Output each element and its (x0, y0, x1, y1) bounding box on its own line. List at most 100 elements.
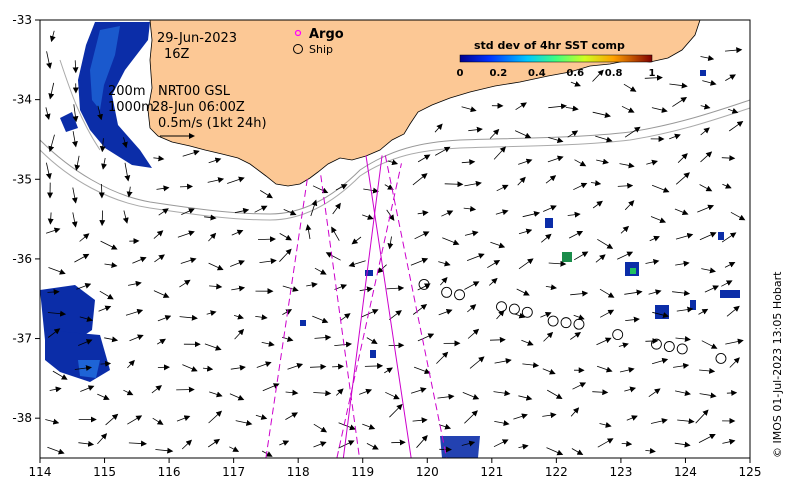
current-vector (312, 185, 329, 194)
current-vector (332, 363, 345, 370)
current-vector (417, 210, 429, 217)
y-tick-label: -38 (12, 411, 32, 425)
scale-label: 0.5m/s (1kt 24h) (158, 116, 267, 131)
current-vector (282, 309, 293, 315)
x-tick-label: 125 (739, 465, 762, 479)
current-vector (48, 267, 66, 275)
current-vector (651, 184, 670, 193)
current-vector (132, 256, 147, 264)
current-vector (624, 126, 641, 138)
current-vector (595, 254, 606, 263)
current-vector (127, 359, 135, 369)
current-vector (645, 447, 656, 454)
current-vector (123, 389, 134, 396)
current-vector (724, 47, 743, 54)
current-vector (45, 418, 60, 425)
x-tick-label: 118 (287, 465, 310, 479)
current-vector (620, 225, 630, 234)
current-vectors (44, 30, 746, 457)
current-vector (673, 362, 690, 369)
x-tick-label: 115 (93, 465, 116, 479)
current-vector (229, 446, 240, 452)
current-vector (570, 407, 580, 417)
current-vector (542, 368, 556, 375)
current-vector (700, 55, 715, 61)
current-vector (543, 205, 557, 212)
current-vector (208, 157, 222, 164)
current-vector (721, 232, 737, 243)
ship-positions (418, 278, 727, 364)
current-vector (97, 105, 103, 121)
current-vector (234, 207, 250, 214)
current-vector (702, 79, 717, 86)
current-vector (669, 133, 681, 140)
current-vector (565, 105, 579, 112)
current-vector (438, 260, 451, 267)
current-vector (704, 285, 720, 293)
current-vector (47, 310, 67, 317)
current-vector (726, 305, 740, 317)
current-vector (101, 157, 107, 170)
current-vector (104, 336, 119, 343)
current-vector (726, 389, 738, 396)
x-tick-label: 120 (416, 465, 439, 479)
current-vector (675, 335, 691, 342)
current-vector (125, 308, 144, 316)
colorbar-tick-label: 0.2 (490, 68, 508, 79)
current-vector (48, 82, 55, 100)
current-vector (129, 334, 144, 342)
current-vector (79, 233, 90, 242)
current-vector (71, 212, 78, 228)
current-vector (626, 415, 638, 421)
ship-marker (650, 338, 662, 350)
current-vector (725, 338, 744, 345)
current-vector (619, 162, 635, 169)
current-vector (675, 232, 694, 240)
current-vector (78, 339, 93, 346)
current-vector (652, 311, 670, 318)
current-vector (487, 259, 501, 269)
credit-text: © IMOS 01-Jul-2023 13:05 Hobart (771, 271, 784, 458)
ship-marker (496, 301, 507, 313)
ship-marker (676, 343, 688, 355)
current-vector (179, 314, 198, 321)
current-vector (545, 175, 557, 184)
current-vector (650, 418, 668, 424)
current-vector (725, 74, 736, 81)
current-vector (600, 309, 615, 318)
current-vector (126, 186, 133, 198)
current-vector (227, 176, 245, 184)
current-vector (699, 367, 716, 374)
current-vector (181, 208, 195, 215)
current-vector (128, 440, 147, 447)
current-vector (204, 343, 222, 351)
current-vector (71, 187, 78, 204)
current-vector (699, 392, 717, 399)
current-vector (677, 153, 688, 163)
current-vector (71, 131, 78, 148)
current-vector (518, 394, 533, 401)
ship-marker (547, 315, 559, 327)
current-vector (361, 309, 379, 318)
current-vector (156, 185, 170, 192)
current-vector (208, 262, 224, 271)
current-vector (152, 417, 164, 425)
current-vector (74, 155, 81, 171)
colorbar-tick-label: 0 (457, 68, 464, 79)
current-vector (151, 385, 162, 394)
y-tick-label: -36 (12, 252, 32, 266)
current-vector (154, 254, 165, 263)
current-vector (722, 438, 736, 445)
x-tick-label: 122 (545, 465, 568, 479)
ship-marker (418, 278, 430, 290)
current-vector (410, 257, 429, 266)
current-vector (545, 284, 557, 291)
current-vector (489, 277, 498, 286)
y-tick-label: -34 (12, 93, 32, 107)
current-vector (730, 211, 746, 221)
current-vector (436, 351, 449, 364)
current-vector (440, 276, 448, 286)
current-vector (462, 392, 480, 400)
current-vector (124, 162, 131, 182)
current-vector (590, 180, 602, 187)
